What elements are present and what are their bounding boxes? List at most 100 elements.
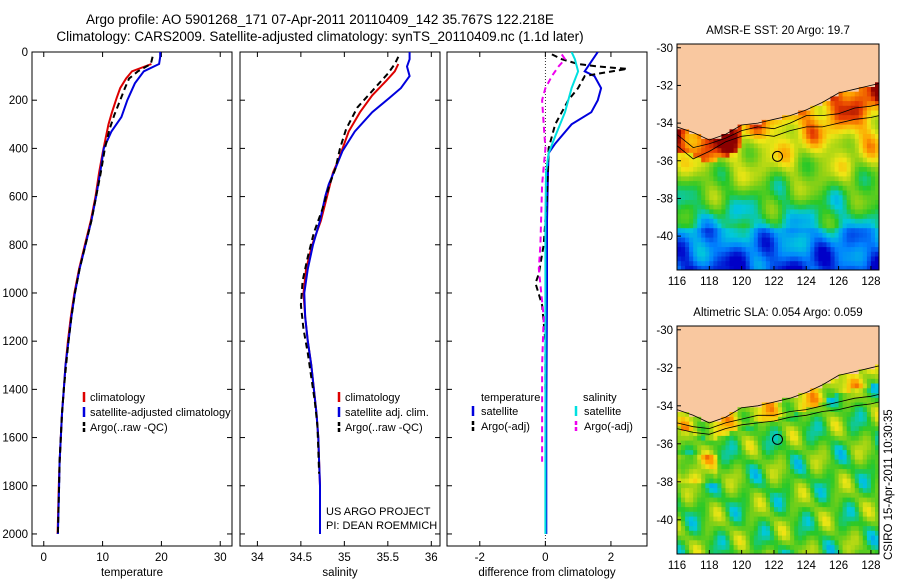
sla_map-cell: [697, 463, 702, 470]
sla_map-cell: [862, 387, 868, 393]
sst_map-cell: [729, 81, 735, 87]
sla_map-cell: [749, 397, 755, 403]
sla_map-cell: [822, 530, 827, 536]
sst_map-cell: [733, 218, 739, 224]
sla_map-cell: [697, 425, 702, 431]
sst_map-cell: [850, 204, 856, 210]
sst_map-cell: [842, 218, 848, 224]
sst_map-cell: [842, 100, 848, 106]
sst_map-cell: [713, 166, 718, 172]
sst_map-cell: [782, 232, 787, 238]
sla_map-cell: [850, 487, 856, 493]
sst_map-cell: [689, 175, 694, 182]
sst_map-cell: [850, 147, 856, 153]
sst_map-cell: [681, 237, 686, 243]
sst_map-cell: [834, 62, 840, 69]
sla_map-cell: [725, 497, 731, 503]
sst_map-cell: [806, 208, 811, 215]
sla_map-cell: [741, 539, 747, 546]
sst_map-cell: [782, 81, 787, 87]
sla_map-cell: [790, 544, 795, 550]
sst_map-cell: [697, 91, 702, 97]
sla_map-cell: [782, 530, 787, 536]
sla_map-cell: [854, 345, 860, 351]
sst_map-cell: [717, 124, 722, 130]
sst_map-cell: [778, 161, 783, 167]
sst_map-cell: [818, 147, 823, 153]
sst_map-cell: [862, 67, 868, 73]
sst_map-cell: [850, 62, 856, 69]
sla_map-cell: [733, 525, 739, 531]
sla_map-cell: [838, 511, 844, 517]
sst_map-cell: [826, 91, 832, 97]
sst_map-cell: [753, 241, 759, 248]
sla_map-cell: [786, 406, 791, 412]
sst_map-cell: [794, 119, 799, 125]
sla_map-cell: [790, 511, 795, 517]
sst_map-cell: [858, 124, 864, 130]
sst_map-cell: [729, 222, 735, 229]
sla_map-cell: [842, 373, 848, 379]
sla_map-cell: [798, 387, 803, 393]
sla_map-cell: [830, 501, 836, 508]
temperature-xtick-label: 20: [155, 552, 168, 564]
sst_map-cell: [854, 232, 860, 238]
sst_map-cell: [814, 86, 819, 92]
sla_map-cell: [794, 349, 799, 355]
sst_map-cell: [774, 114, 779, 120]
sla_map-cell: [745, 411, 751, 417]
sst_map-cell: [842, 77, 848, 83]
sst_map-cell: [737, 241, 743, 248]
sla_map-cell: [713, 463, 718, 470]
sst_map-cell: [741, 44, 747, 50]
sla_map-cell: [753, 416, 759, 422]
sla_map-cell: [850, 397, 856, 403]
sst_map-cell: [774, 237, 779, 243]
sla_map-cell: [822, 335, 827, 341]
sla_map-cell: [761, 454, 767, 460]
sla_map-cell: [810, 383, 815, 389]
sst_map-cell: [822, 227, 827, 233]
difference-legend-entry-1: Argo(-adj): [481, 421, 530, 433]
sst_map-cell: [842, 175, 848, 182]
sla_map-cell: [757, 345, 763, 351]
sla_map-cell: [774, 535, 779, 541]
sst_map-cell: [875, 255, 879, 262]
sst_map-cell: [733, 72, 739, 78]
sla_map-cell: [842, 330, 848, 336]
sst_map-cell: [794, 138, 799, 144]
sst_map-cell: [870, 232, 876, 238]
sst_map-cell: [870, 246, 876, 252]
sla_map-cell: [685, 430, 690, 436]
sst_map-cell: [689, 246, 694, 252]
sla_map-cell: [778, 402, 783, 408]
sla_map-cell: [802, 440, 807, 446]
sla_map-cell: [701, 330, 706, 336]
sst_map-cell: [826, 67, 832, 73]
sst_map-cell: [709, 180, 714, 186]
sst_map-cell: [830, 48, 836, 54]
sst_map-cell: [838, 133, 844, 139]
sst_map-cell: [725, 171, 731, 177]
sla_map-cell: [769, 402, 775, 408]
sla_map-cell: [850, 440, 856, 446]
difference-series-0: [545, 52, 603, 534]
difference-legend-entry-0: satellite: [481, 406, 518, 418]
sla_map-cell: [826, 349, 832, 355]
sla_map-cell: [846, 359, 852, 365]
sla_map-cell: [697, 416, 702, 422]
sla_map-cell: [806, 535, 811, 541]
sla_map-cell: [761, 326, 767, 332]
sla_map-cell: [806, 449, 811, 455]
sst_map-cell: [721, 185, 726, 191]
sst_map-cell: [705, 72, 710, 78]
sla_map-cell: [790, 330, 795, 336]
sla_map-cell: [875, 501, 879, 508]
sla_map-cell: [721, 430, 726, 436]
sla_map-cell: [757, 530, 763, 536]
sst_map-cell: [749, 161, 755, 167]
sst_map-cell: [677, 124, 682, 130]
sla_map-cell: [842, 383, 848, 389]
sla_map-cell: [745, 373, 751, 379]
sst_map-cell: [854, 72, 860, 78]
